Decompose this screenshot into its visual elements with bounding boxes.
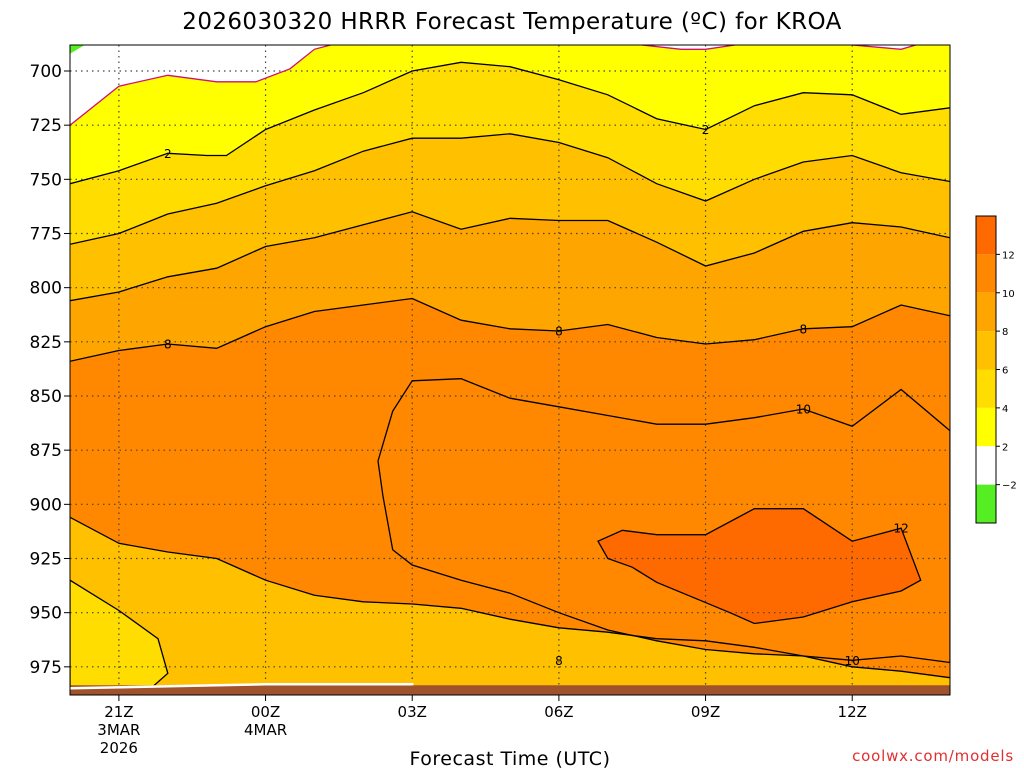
- x-tick-label: 03Z: [398, 703, 427, 721]
- terrain-fill: [70, 685, 950, 695]
- contour-label: 8: [555, 654, 563, 668]
- colorbar-tick-label: 6: [1002, 366, 1008, 377]
- contour-line: [70, 579, 169, 695]
- colorbar-bin: [976, 369, 996, 408]
- contour-lines: 2 2 8 8 8 8 10 10 12: [70, 45, 950, 695]
- contour-line: [597, 508, 922, 625]
- contour-label: 8: [800, 322, 808, 336]
- y-tick-label: 825: [30, 333, 62, 353]
- terrain-bar: [69, 683, 950, 695]
- y-tick-label: 725: [30, 116, 62, 136]
- contour-line: [70, 133, 950, 245]
- colorbar: −2 2 4 6 8 10 12: [975, 215, 1017, 524]
- terrain-edge: [69, 683, 414, 690]
- site-credit: coolwx.com/models: [852, 747, 1014, 765]
- colorbar-bin: [976, 407, 996, 447]
- contour-label: 2: [702, 123, 710, 137]
- band-fill: [70, 580, 168, 695]
- x-tick-label: 09Z: [691, 703, 720, 721]
- contour-line: [377, 378, 950, 664]
- x-axis-label: Forecast Time (UTC): [410, 748, 611, 768]
- colorbar-bin: [976, 216, 996, 255]
- y-tick-label: 950: [30, 604, 62, 624]
- band-fill: [70, 45, 950, 184]
- y-tick-label: 800: [30, 279, 62, 299]
- x-tick-label: 21Z: [104, 703, 133, 721]
- x-tick-sublabel: 3MAR: [97, 721, 140, 739]
- y-tick-label: 775: [30, 225, 62, 245]
- y-tick-label: 750: [30, 170, 62, 190]
- x-tick-label: 06Z: [544, 703, 573, 721]
- colorbar-tick-label: −2: [1002, 481, 1017, 492]
- chart-title: 2026030320 HRRR Forecast Temperature (ºC…: [182, 9, 841, 35]
- band-fill: [70, 45, 85, 54]
- contour-line: [70, 61, 950, 185]
- contour-line: [70, 211, 950, 302]
- x-tick-sublabel: 2026: [100, 739, 138, 757]
- contour-label: 10: [845, 654, 860, 668]
- contour-label: 10: [796, 403, 811, 417]
- contour-label: 8: [555, 325, 563, 339]
- contour-label: 8: [164, 338, 172, 352]
- colorbar-bin: [976, 484, 996, 523]
- y-tick-label: 700: [30, 62, 62, 82]
- plot-area: [70, 45, 950, 695]
- colorbar-tick-label: 2: [1002, 442, 1008, 453]
- y-tick-label: 900: [30, 495, 62, 515]
- axes: 700 725 750 775 800 825 850 875 900 925 950 975 21Z3…: [30, 62, 867, 757]
- contour-line: [70, 297, 950, 362]
- contour-label: 2: [164, 147, 172, 161]
- colorbar-tick-label: 4: [1002, 404, 1008, 415]
- grid-lines: [70, 45, 950, 695]
- contour-label: 12: [893, 522, 908, 536]
- x-tick-sublabel: 4MAR: [244, 721, 287, 739]
- colorbar-bin: [976, 446, 996, 485]
- contour-line: [70, 45, 364, 126]
- colorbar-bin: [976, 292, 996, 332]
- colorbar-tick-label: 10: [1002, 289, 1015, 300]
- plot-frame: [69, 44, 951, 696]
- y-tick-label: 925: [30, 550, 62, 570]
- colorbar-bin: [976, 254, 996, 293]
- band-fill: [70, 45, 364, 126]
- contour-line: [852, 45, 916, 50]
- y-tick-label: 850: [30, 387, 62, 407]
- band-fill: [598, 508, 921, 624]
- y-tick-label: 875: [30, 441, 62, 461]
- colorbar-tick-label: 12: [1002, 250, 1015, 261]
- y-tick-label: 975: [30, 658, 62, 678]
- x-tick-label: 00Z: [251, 703, 280, 721]
- contour-line: [641, 45, 735, 50]
- colorbar-bin: [976, 331, 996, 370]
- colorbar-tick-label: 8: [1002, 327, 1008, 338]
- x-tick-label: 12Z: [838, 703, 867, 721]
